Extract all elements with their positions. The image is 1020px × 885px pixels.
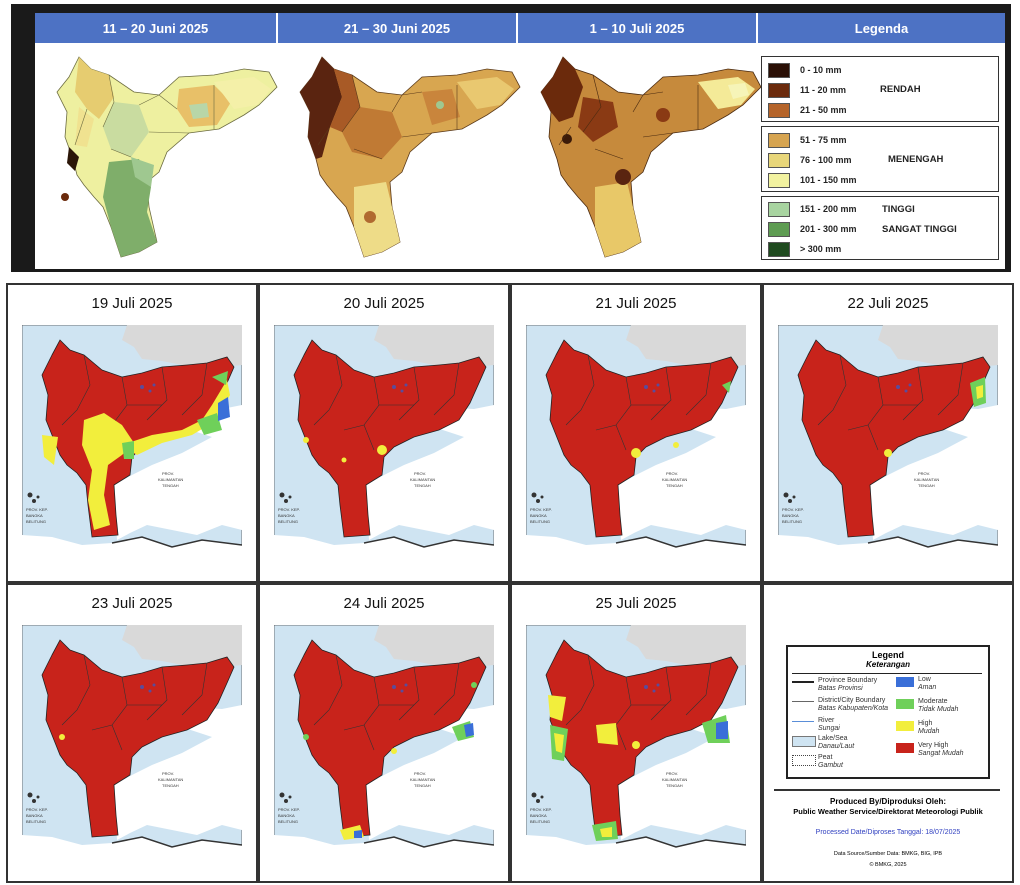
rainfall-map-2 [299, 56, 521, 258]
legend-item-label-id: Batas Kabupaten/Kota [818, 705, 889, 712]
district-boundary-symbol [792, 701, 814, 702]
fire-map-6 [274, 625, 494, 865]
legend-range-label: 76 - 100 mm [800, 155, 852, 165]
level-label: Very High [918, 742, 949, 749]
category-rendah: RENDAH [880, 84, 921, 95]
fire-map-5 [22, 625, 242, 865]
legend-range-label: > 300 mm [800, 244, 842, 254]
panel-date-title: 24 Juli 2025 [343, 595, 425, 612]
fire-map-2 [274, 325, 494, 565]
peat-symbol [792, 755, 816, 766]
fire-map-3 [526, 325, 746, 565]
processed-date: Processed Date/Diproses Tanggal: 18/07/2… [815, 829, 961, 836]
panel-date-title: 22 Juli 2025 [847, 295, 929, 312]
legend-range-label: 0 - 10 mm [800, 65, 842, 75]
province-boundary-symbol [792, 681, 814, 683]
legend-range-label: 11 - 20 mm [800, 85, 847, 95]
legend-header: Legenda [758, 13, 1005, 43]
legend-swatch [768, 82, 790, 98]
rainfall-map-1 [56, 56, 278, 258]
fire-danger-grid: 19 Juli 2025 20 Juli 2025 21 Juli 2025 2… [6, 283, 1014, 883]
category-sangat-tinggi: SANGAT TINGGI [882, 224, 957, 235]
legend-swatch [768, 152, 790, 168]
legend-subtitle: Keterangan [865, 660, 910, 669]
legend-box: Legend Keterangan Province Boundary Bata… [786, 645, 990, 779]
panel-date-title: 25 Juli 2025 [595, 595, 677, 612]
panel-day-5: 23 Juli 2025 [8, 585, 256, 881]
period-header-2: 21 – 30 Juni 2025 [278, 13, 518, 43]
level-label: Moderate [918, 698, 948, 705]
level-label-id: Tidak Mudah [918, 706, 959, 713]
legend-item-label: District/City Boundary [818, 697, 886, 704]
legend-item-label: Province Boundary [818, 677, 878, 684]
legend-swatch [768, 241, 790, 257]
legend-item-label-id: Danau/Laut [818, 743, 855, 750]
legend-item-label: Peat [818, 754, 833, 761]
legend-item-label: Lake/Sea [818, 735, 848, 742]
legend-range-label: 51 - 75 mm [800, 135, 847, 145]
panel-day-4: 22 Juli 2025 [764, 285, 1012, 581]
legend-item-label-id: Gambut [818, 762, 843, 769]
fire-map-4 [778, 325, 998, 565]
panel-date-title: 21 Juli 2025 [595, 295, 677, 312]
legend-item-label-id: Sungai [818, 725, 840, 732]
legend-item-label-id: Batas Provinsi [818, 685, 863, 692]
legend-range-label: 151 - 200 mm [800, 204, 857, 214]
legend-swatch [768, 221, 790, 237]
level-high-swatch [896, 721, 914, 731]
legend-swatch [768, 62, 790, 78]
level-low-swatch [896, 677, 914, 687]
legend-swatch [768, 172, 790, 188]
level-label-id: Mudah [918, 728, 940, 735]
producer: Public Weather Service/Direktorat Meteor… [793, 807, 983, 816]
rainfall-panel: 11 – 20 Juni 2025 21 – 30 Juni 2025 1 – … [35, 13, 1005, 269]
period-header-3: 1 – 10 Juli 2025 [518, 13, 758, 43]
data-source: Data Source/Sumber Data: BMKG, BIG, IPB [833, 851, 943, 857]
legend-swatch [768, 132, 790, 148]
legend-group-rendah: 0 - 10 mm 11 - 20 mm 21 - 50 mm RENDAH [761, 56, 999, 122]
panel-date-title: 20 Juli 2025 [343, 295, 425, 312]
legend-swatch [768, 102, 790, 118]
legend-range-label: 101 - 150 mm [800, 175, 857, 185]
legend-item-label: River [818, 717, 835, 724]
category-menengah: MENENGAH [888, 154, 944, 165]
panel-date-title: 19 Juli 2025 [91, 295, 173, 312]
level-moderate-swatch [896, 699, 914, 709]
panel-day-6: 24 Juli 2025 [260, 585, 508, 881]
legend-group-menengah: 51 - 75 mm 76 - 100 mm 101 - 150 mm MENE… [761, 126, 999, 192]
legend-range-label: 21 - 50 mm [800, 105, 847, 115]
legend-swatch [768, 201, 790, 217]
lake-symbol [792, 736, 816, 747]
river-symbol [792, 721, 814, 722]
level-label: High [918, 720, 933, 727]
panel-day-2: 20 Juli 2025 [260, 285, 508, 581]
level-very-high-swatch [896, 743, 914, 753]
rainfall-panel-frame: 11 – 20 Juni 2025 21 – 30 Juni 2025 1 – … [11, 4, 1011, 272]
legend-panel: Legend Keterangan Province Boundary Bata… [764, 585, 1012, 881]
legend-range-label: 201 - 300 mm [800, 224, 857, 234]
level-label-id: Sangat Mudah [918, 750, 964, 757]
panel-day-1: 19 Juli 2025 [8, 285, 256, 581]
level-label-id: Aman [918, 684, 937, 691]
panel-date-title: 23 Juli 2025 [91, 595, 173, 612]
legend-group-tinggi: 151 - 200 mm 201 - 300 mm > 300 mm TINGG… [761, 196, 999, 260]
produced-by: Produced By/Diproduksi Oleh: [829, 797, 946, 806]
period-header-1: 11 – 20 Juni 2025 [35, 13, 278, 43]
category-tinggi: TINGGI [882, 204, 915, 215]
rainfall-map-3 [540, 56, 762, 258]
fire-map-1 [22, 325, 242, 565]
panel-day-7: 25 Juli 2025 [512, 585, 760, 881]
copyright: © BMKG, 2025 [869, 862, 907, 868]
fire-map-7 [526, 625, 746, 865]
level-label: Low [918, 676, 931, 683]
panel-day-3: 21 Juli 2025 [512, 285, 760, 581]
legend-title: Legend [871, 650, 904, 660]
